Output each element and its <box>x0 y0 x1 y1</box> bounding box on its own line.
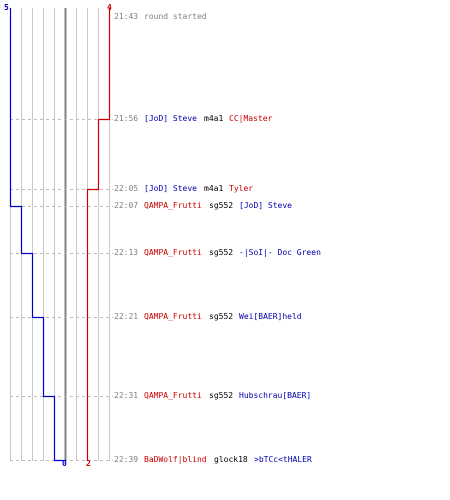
event-weapon: glock18 <box>214 455 248 464</box>
event-killer: [JoD] Steve <box>144 114 197 123</box>
event-killer: QAMPA_Frutti <box>144 312 202 321</box>
event-weapon: sg552 <box>209 248 234 257</box>
event-victim: [JoD] Steve <box>239 201 292 210</box>
event-weapon: sg552 <box>209 312 234 321</box>
event-time: 22:05 <box>114 184 139 193</box>
event-victim: Tyler <box>229 184 254 193</box>
event-time: 22:39 <box>114 455 139 464</box>
event-weapon: m4a1 <box>204 184 224 193</box>
event-killer: QAMPA_Frutti <box>144 201 202 210</box>
event-killer: QAMPA_Frutti <box>144 391 202 400</box>
event-killer: BaDWolf|blind <box>144 455 207 464</box>
blue-team-alive-line <box>9 8 67 462</box>
event-time: 21:56 <box>114 114 139 123</box>
red-start-count: 4 <box>107 3 112 12</box>
event-info: round started <box>144 12 207 21</box>
event-weapon: sg552 <box>209 391 234 400</box>
red-team-alive-line <box>86 8 111 461</box>
event-victim: -|SoI|- Doc Green <box>239 248 321 257</box>
event-time: 22:13 <box>114 248 139 257</box>
event-time: 22:07 <box>114 201 139 210</box>
event-victim: Hubschrau[BAER] <box>239 391 312 400</box>
red-end-count: 2 <box>86 459 91 468</box>
event-victim: >bTCc<tHALER <box>254 455 312 464</box>
blue-start-count: 5 <box>4 3 9 12</box>
event-victim: CC|Master <box>229 114 273 123</box>
event-weapon: m4a1 <box>204 114 224 123</box>
event-time: 22:31 <box>114 391 139 400</box>
event-victim: Wei[BAER]held <box>239 312 302 321</box>
blue-end-count: 0 <box>62 459 67 468</box>
event-time: 22:21 <box>114 312 139 321</box>
event-weapon: sg552 <box>209 201 234 210</box>
event-time: 21:43 <box>114 12 139 21</box>
event-killer: QAMPA_Frutti <box>144 248 202 257</box>
event-killer: [JoD] Steve <box>144 184 197 193</box>
